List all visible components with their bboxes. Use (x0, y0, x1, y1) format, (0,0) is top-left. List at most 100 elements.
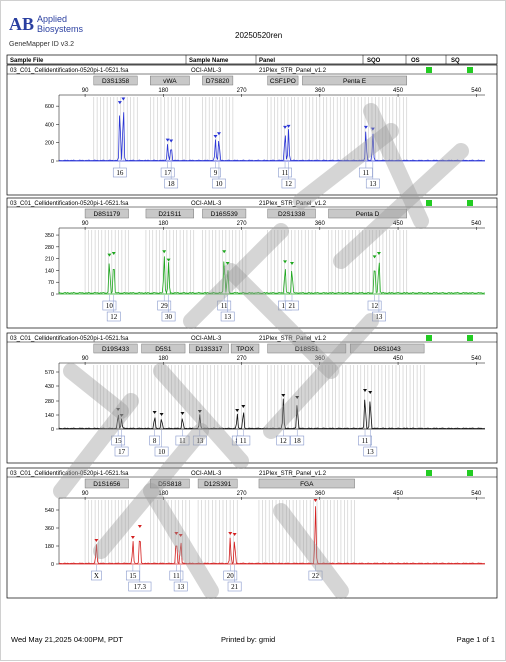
x-tick-label: 540 (471, 221, 482, 227)
allele-label: 12 (285, 180, 293, 188)
allele-label-box (220, 311, 235, 322)
marker-label: D6S1043 (374, 346, 401, 353)
marker-box (150, 75, 190, 86)
allele-label: 10 (106, 302, 114, 310)
peak-marker (216, 132, 221, 136)
allele-label-box (91, 570, 102, 581)
peak-marker (235, 409, 240, 412)
peak-marker (121, 97, 126, 101)
allele-label-box (276, 435, 291, 446)
peak-marker (152, 411, 157, 414)
green-trace (58, 256, 485, 295)
allele-label: 12 (110, 313, 118, 321)
blue-dye-panel: 03_C01_Cellidentification-0520pi-1-0521.… (6, 64, 498, 196)
marker-box (197, 478, 238, 489)
allele-label: 21 (231, 583, 239, 591)
sample-name: OCI-AML-3 (191, 336, 222, 342)
allele-label-box (157, 300, 172, 311)
panel-name: 21Plex_STR_Panel_v1.2 (259, 201, 327, 207)
quality-indicator-icon (467, 335, 473, 341)
y-tick-label: 430 (45, 384, 54, 390)
peak-marker (376, 251, 381, 255)
allele-label: X (94, 572, 99, 580)
sample-file: 03_C01_Cellidentification-0520pi-1-0521.… (10, 68, 129, 74)
peak-marker (283, 260, 288, 264)
allele-label: 13 (224, 313, 232, 321)
marker-box (93, 75, 138, 86)
sample-name: OCI-AML-3 (191, 471, 222, 477)
marker-box (230, 343, 260, 354)
quality-indicator-icon (426, 335, 432, 341)
allele-label-box (210, 167, 221, 178)
ab-logo-mark: AB (9, 14, 34, 34)
sample-name: OCI-AML-3 (191, 201, 222, 207)
allele-label: 17.3 (134, 583, 147, 591)
y-tick-label: 280 (45, 245, 54, 251)
x-tick-label: 180 (158, 491, 169, 497)
applied-biosystems-logo: AB Applied Biosystems (9, 14, 84, 34)
marker-box (302, 75, 408, 86)
marker-label: D8S1179 (94, 211, 121, 218)
sample-file: 03_C01_Cellidentification-0520pi-1-0521.… (10, 471, 129, 477)
allele-label: 13 (196, 437, 204, 445)
peak-marker (107, 253, 112, 257)
marker-box (84, 208, 129, 219)
peak-marker (228, 532, 233, 535)
peak-marker (372, 255, 377, 259)
col-sqo: SQO (367, 58, 381, 64)
y-tick-label: 570 (45, 370, 54, 376)
panel-name: 21Plex_STR_Panel_v1.2 (259, 336, 327, 342)
x-tick-label: 90 (82, 491, 89, 497)
y-tick-label: 400 (45, 122, 54, 128)
sample-name: OCI-AML-3 (191, 68, 222, 74)
x-tick-label: 360 (315, 221, 326, 227)
x-tick-label: 90 (82, 356, 89, 362)
marker-box (93, 343, 138, 354)
quality-indicator-icon (467, 470, 473, 476)
footer-date: Wed May 21,2025 04:00PM, PDT (11, 635, 124, 644)
allele-label: 18 (168, 180, 176, 188)
allele-label-box (173, 581, 188, 592)
allele-label-box (217, 300, 232, 311)
marker-label: TPOX (236, 346, 254, 353)
peak-marker (222, 250, 227, 254)
allele-label: 21 (288, 302, 296, 310)
allele-label: 15 (129, 572, 137, 580)
x-tick-label: 270 (237, 221, 248, 227)
marker-label: D1S1656 (93, 481, 120, 488)
allele-label-box (106, 311, 121, 322)
marker-label: D18S51 (295, 346, 319, 353)
y-tick-label: 350 (45, 233, 54, 239)
x-tick-label: 180 (158, 88, 169, 94)
red-dye-panel: 03_C01_Cellidentification-0520pi-1-0521.… (6, 467, 498, 599)
peak-marker (289, 262, 294, 266)
allele-label-box (169, 570, 184, 581)
marker-label: D7S820 (206, 78, 230, 85)
allele-label-box (125, 570, 140, 581)
dye-panels: 03_C01_Cellidentification-0520pi-1-0521.… (6, 64, 498, 599)
allele-label-box (367, 300, 382, 311)
marker-label: vWA (163, 78, 177, 85)
marker-label: Penta D (356, 211, 380, 218)
col-os: OS (411, 58, 420, 64)
x-tick-label: 360 (315, 88, 326, 94)
allele-label-box (281, 178, 296, 189)
app-version: GeneMapper ID v3.2 (9, 41, 74, 48)
allele-label-box (128, 581, 152, 592)
marker-box (258, 478, 355, 489)
peak-marker (130, 536, 135, 539)
peak-marker (225, 262, 230, 266)
peak-marker (94, 539, 99, 542)
y-tick-label: 70 (48, 280, 54, 286)
peak-marker (137, 525, 142, 528)
marker-box (328, 208, 408, 219)
column-header-row: Sample File Sample Name Panel SQO OS SQ (6, 54, 498, 65)
allele-label: 13 (367, 448, 375, 456)
allele-label: 10 (215, 180, 223, 188)
allele-label: 16 (116, 169, 124, 177)
x-tick-label: 540 (471, 88, 482, 94)
y-tick-label: 200 (45, 141, 54, 147)
peak-marker (116, 408, 121, 411)
y-tick-label: 0 (51, 292, 54, 298)
x-tick-label: 360 (315, 356, 326, 362)
